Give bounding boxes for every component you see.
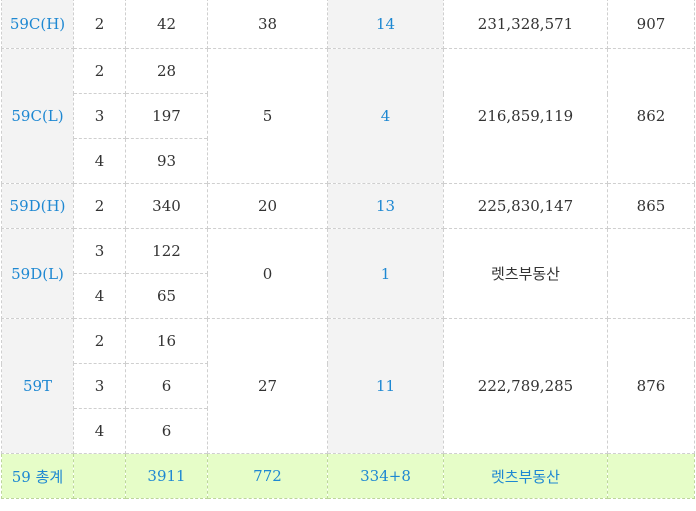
price-cell: 231,328,571 [443,0,608,49]
total-count-cell: 3911 [125,453,208,499]
count-cell: 93 [125,138,208,184]
total-label-cell: 59 총계 [1,453,74,499]
last-cell [607,228,695,319]
value-b-cell: 4 [327,48,444,184]
count-cell: 340 [125,183,208,229]
price-cell: 222,789,285 [443,318,608,454]
rooms-cell: 4 [73,138,126,184]
table-row: 3 6 [2,363,695,409]
value-a-cell: 38 [207,0,328,49]
table-row: 4 93 [2,138,695,184]
count-cell: 16 [125,318,208,364]
total-last-cell [607,453,695,499]
count-cell: 6 [125,408,208,454]
unit-type-cell: 59T [1,318,74,454]
value-b-cell: 1 [327,228,444,319]
table-row: 59D(L) 3 122 0 1 렛츠부동산 [1,228,695,319]
value-a-cell: 0 [207,228,328,319]
count-cell: 6 [125,363,208,409]
rooms-cell: 2 [73,318,126,364]
rooms-cell: 2 [73,48,126,94]
total-row: 59 총계 3911 772 334+8 렛츠부동산 [1,453,695,499]
value-b-cell: 14 [327,0,444,49]
table-row: 4 65 [2,273,695,319]
count-cell: 197 [125,93,208,139]
table-row: 59D(H) 2 340 20 13 225,830,147 865 [1,183,695,229]
unit-type-cell: 59D(L) [1,228,74,319]
value-a-cell: 27 [207,318,328,454]
rooms-cell: 3 [73,93,126,139]
table-row: 3 197 [2,93,695,139]
count-cell: 28 [125,48,208,94]
data-table: 59C(H) 2 42 38 14 231,328,571 907 59C(L)… [1,0,695,499]
last-cell: 876 [607,318,695,454]
total-price-cell: 렛츠부동산 [443,453,608,499]
price-cell: 렛츠부동산 [443,228,608,319]
value-b-cell: 11 [327,318,444,454]
total-value-a-cell: 772 [207,453,328,499]
unit-type-cell: 59C(L) [1,48,74,184]
price-cell: 225,830,147 [443,183,608,229]
rooms-cell: 3 [73,363,126,409]
value-a-cell: 20 [207,183,328,229]
rooms-cell: 2 [73,0,126,49]
last-cell: 907 [607,0,695,49]
total-value-b-cell: 334+8 [327,453,444,499]
rooms-cell: 3 [73,228,126,274]
table-row: 59T 2 16 27 11 222,789,285 876 [1,318,695,454]
value-b-cell: 13 [327,183,444,229]
table-row: 59C(L) 2 28 5 4 216,859,119 862 [1,48,695,184]
value-a-cell: 5 [207,48,328,184]
unit-type-cell: 59D(H) [1,183,74,229]
table-row: 59C(H) 2 42 38 14 231,328,571 907 [1,0,695,49]
count-cell: 122 [125,228,208,274]
last-cell: 865 [607,183,695,229]
rooms-cell: 4 [73,408,126,454]
last-cell: 862 [607,48,695,184]
total-rooms-cell [73,453,126,499]
rooms-cell: 4 [73,273,126,319]
count-cell: 42 [125,0,208,49]
rooms-cell: 2 [73,183,126,229]
count-cell: 65 [125,273,208,319]
unit-type-cell: 59C(H) [1,0,74,49]
price-cell: 216,859,119 [443,48,608,184]
